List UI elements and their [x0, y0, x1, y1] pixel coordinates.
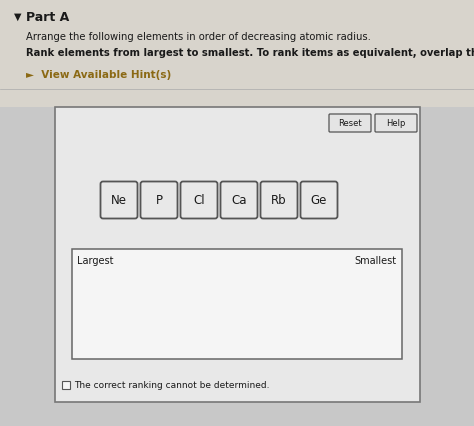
- Text: Part A: Part A: [26, 11, 69, 24]
- FancyBboxPatch shape: [100, 182, 137, 219]
- Text: Cl: Cl: [193, 194, 205, 207]
- Text: Smallest: Smallest: [355, 256, 397, 265]
- Text: Ca: Ca: [231, 194, 247, 207]
- FancyBboxPatch shape: [181, 182, 218, 219]
- FancyBboxPatch shape: [220, 182, 257, 219]
- Text: Rank elements from largest to smallest. To rank items as equivalent, overlap the: Rank elements from largest to smallest. …: [26, 48, 474, 58]
- Text: ►  View Available Hint(s): ► View Available Hint(s): [26, 70, 171, 80]
- FancyBboxPatch shape: [301, 182, 337, 219]
- Bar: [72, 249, 402, 359]
- FancyBboxPatch shape: [375, 115, 417, 132]
- Text: Reset: Reset: [338, 119, 362, 128]
- Text: Arrange the following elements in order of decreasing atomic radius.: Arrange the following elements in order …: [26, 32, 371, 42]
- Bar: [62, 381, 70, 389]
- Text: Ge: Ge: [311, 194, 327, 207]
- Text: Help: Help: [386, 119, 406, 128]
- FancyBboxPatch shape: [329, 115, 371, 132]
- Text: Ne: Ne: [111, 194, 127, 207]
- FancyBboxPatch shape: [140, 182, 177, 219]
- Text: P: P: [155, 194, 163, 207]
- Text: Largest: Largest: [77, 256, 113, 265]
- Text: The correct ranking cannot be determined.: The correct ranking cannot be determined…: [74, 380, 270, 390]
- Text: Rb: Rb: [271, 194, 287, 207]
- Text: ▼: ▼: [14, 12, 21, 22]
- Bar: [0, 0, 474, 108]
- FancyBboxPatch shape: [261, 182, 298, 219]
- Bar: [55, 108, 420, 402]
